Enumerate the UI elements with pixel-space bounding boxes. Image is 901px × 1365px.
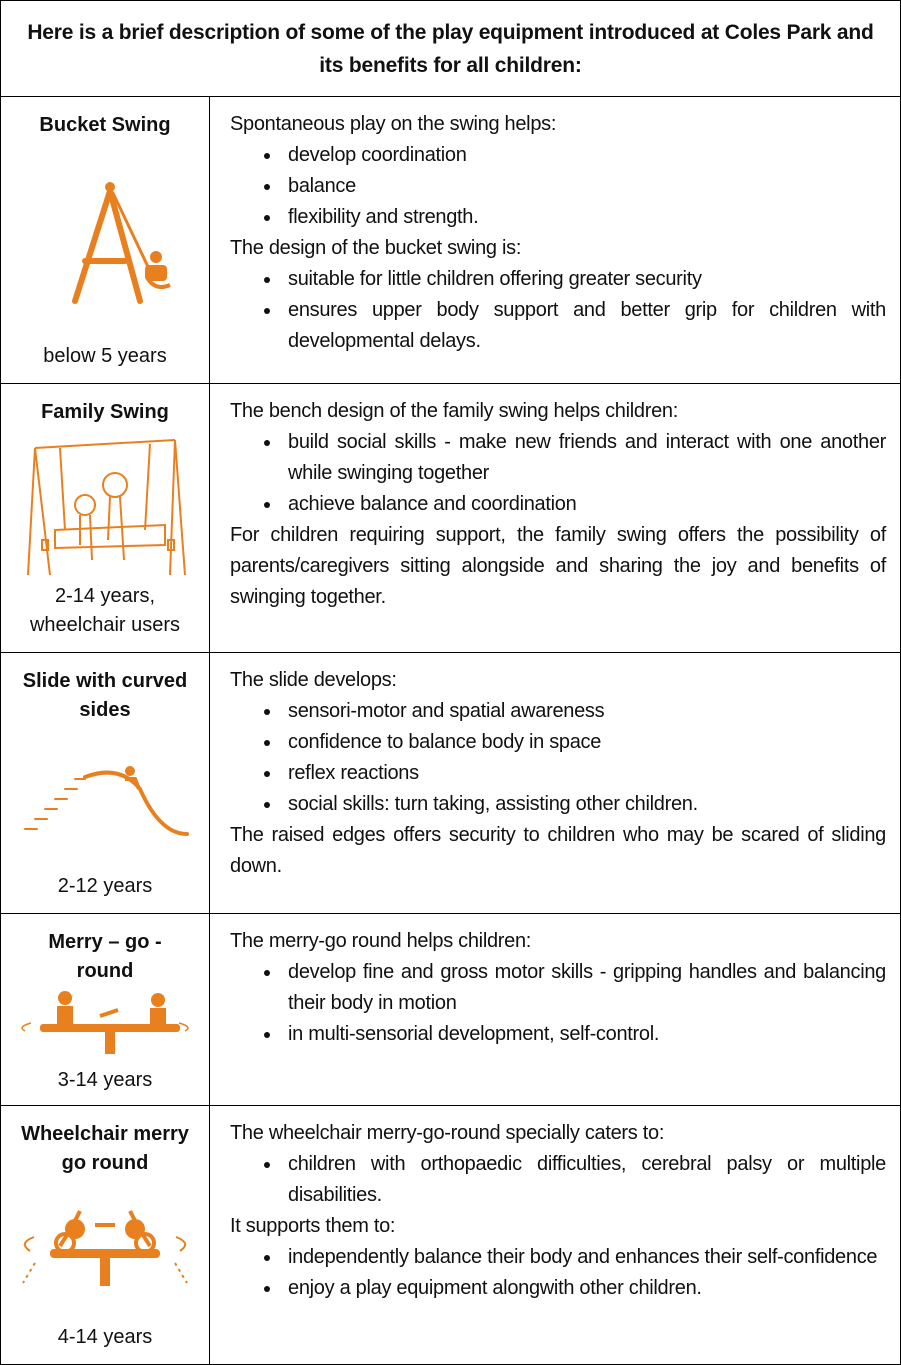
- bullet-item: social skills: turn taking, assisting ot…: [282, 789, 886, 820]
- age-range: 4-14 years: [57, 1326, 153, 1348]
- description: The merry-go round helps children: develo…: [210, 914, 900, 1105]
- equipment-name: Wheelchair merry go round: [21, 1123, 189, 1174]
- age-range: 3-14 years: [57, 1069, 153, 1091]
- bullet-list: independently balance their body and enh…: [230, 1242, 886, 1304]
- bullet-item: develop coordination: [282, 140, 886, 171]
- description: Spontaneous play on the swing helps: deve…: [210, 97, 900, 383]
- row: Merry – go - round 3-14 years The merry-go…: [1, 914, 900, 1106]
- bullet-list: suitable for little children offering gr…: [230, 264, 886, 357]
- equipment-name: Bucket Swing: [39, 114, 171, 136]
- header: Here is a brief description of some of t…: [1, 1, 900, 97]
- equipment-icon: [20, 427, 190, 582]
- paragraph: The bench design of the family swing hel…: [230, 400, 678, 422]
- bullet-item: balance: [282, 171, 886, 202]
- bullet-item: in multi-sensorial development, self-con…: [282, 1019, 886, 1050]
- bullet-list: children with orthopaedic difficulties, …: [230, 1149, 886, 1211]
- equipment-name: Slide with curved sides: [22, 670, 188, 721]
- description: The wheelchair merry-go-round specially …: [210, 1106, 900, 1364]
- equipment-icon: [15, 725, 195, 872]
- paragraph: The design of the bucket swing is:: [230, 237, 522, 259]
- equipment-icon: [10, 986, 200, 1066]
- paragraph: It supports them to:: [230, 1215, 396, 1237]
- equipment-icon: [30, 140, 180, 342]
- row: Bucket Swing below 5 years Spontaneous pla…: [1, 97, 900, 384]
- equipment-name: Merry – go - round: [48, 931, 162, 982]
- paragraph: The raised edges offers security to chil…: [230, 824, 886, 877]
- bullet-item: independently balance their body and enh…: [282, 1242, 886, 1273]
- description: The bench design of the family swing hel…: [210, 384, 900, 652]
- age-range: 2-12 years: [57, 875, 153, 897]
- title: Here is a brief description of some of t…: [27, 20, 874, 77]
- bullet-item: flexibility and strength.: [282, 202, 886, 233]
- bullet-list: build social skills - make new friends a…: [230, 427, 886, 520]
- bullet-item: achieve balance and coordination: [282, 489, 886, 520]
- bullet-item: develop fine and gross motor skills - gr…: [282, 957, 886, 1019]
- equipment-table: Bucket Swing below 5 years Spontaneous pla…: [1, 97, 900, 1364]
- bullet-item: sensori-motor and spatial awareness: [282, 696, 886, 727]
- age-range: below 5 years: [43, 345, 167, 367]
- bullet-item: children with orthopaedic difficulties, …: [282, 1149, 886, 1211]
- bullet-item: ensures upper body support and better gr…: [282, 295, 886, 357]
- bullet-list: sensori-motor and spatial awarenessconfi…: [230, 696, 886, 820]
- equipment-name: Family Swing: [41, 401, 169, 423]
- equipment-cell: Merry – go - round 3-14 years: [1, 914, 210, 1105]
- bullet-item: suitable for little children offering gr…: [282, 264, 886, 295]
- row: Wheelchair merry go round 4-14 years The w…: [1, 1106, 900, 1364]
- equipment-cell: Family Swing 2-14 years, wheelchair users: [1, 384, 210, 652]
- bullet-list: develop coordinationbalanceflexibility a…: [230, 140, 886, 233]
- paragraph: The slide develops:: [230, 669, 397, 691]
- bullet-item: reflex reactions: [282, 758, 886, 789]
- bullet-item: build social skills - make new friends a…: [282, 427, 886, 489]
- paragraph: For children requiring support, the fami…: [230, 524, 886, 608]
- equipment-cell: Slide with curved sides 2-12 years: [1, 653, 210, 913]
- paragraph: The merry-go round helps children:: [230, 930, 532, 952]
- equipment-cell: Bucket Swing below 5 years: [1, 97, 210, 383]
- row: Family Swing 2-14 years, wheelchair users…: [1, 384, 900, 653]
- age-range: 2-14 years, wheelchair users: [29, 585, 181, 636]
- bullet-item: confidence to balance body in space: [282, 727, 886, 758]
- bullet-list: develop fine and gross motor skills - gr…: [230, 957, 886, 1050]
- equipment-icon: [10, 1178, 200, 1323]
- paragraph: The wheelchair merry-go-round specially …: [230, 1122, 665, 1144]
- description: The slide develops: sensori-motor and spa…: [210, 653, 900, 913]
- row: Slide with curved sides 2-12 years The sli…: [1, 653, 900, 914]
- equipment-cell: Wheelchair merry go round 4-14 years: [1, 1106, 210, 1364]
- bullet-item: enjoy a play equipment alongwith other c…: [282, 1273, 886, 1304]
- paragraph: Spontaneous play on the swing helps:: [230, 113, 557, 135]
